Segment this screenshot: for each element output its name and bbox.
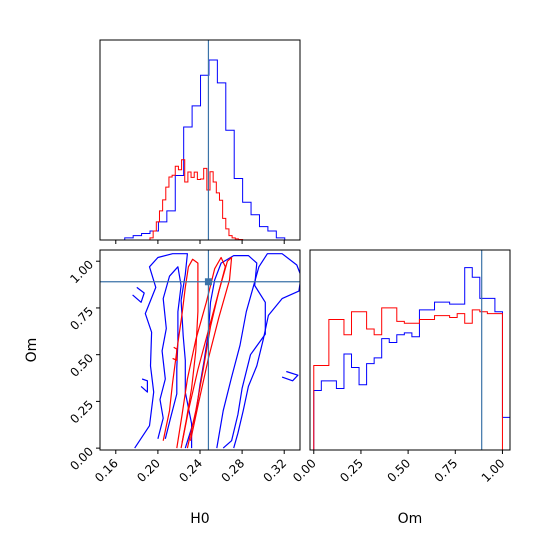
- contour-blue-5: [140, 378, 148, 393]
- contour-blue-6: [281, 370, 299, 382]
- x-axis-label-om: Om: [398, 511, 423, 527]
- contour-red-9: [180, 256, 233, 449]
- joint-truth-marker: [204, 278, 212, 286]
- h0-xtick-label: 0.16: [92, 456, 121, 485]
- contour-blue-0: [134, 253, 193, 449]
- om-histogram-frame: [309, 249, 511, 451]
- om-xtick-label: 0.50: [384, 456, 413, 485]
- joint-frame: [99, 249, 301, 451]
- h0-histogram-blue: [124, 59, 286, 240]
- om-xtick-label: 0.00: [290, 456, 319, 485]
- om-xtick-label: 0.25: [337, 456, 366, 485]
- x-axis-label-h0: H0: [190, 511, 209, 527]
- om-ytick-label: 1.00: [67, 257, 96, 286]
- contour-red-8: [176, 256, 226, 449]
- h0-xtick-label: 0.28: [218, 456, 247, 485]
- contour-blue-2: [216, 253, 300, 449]
- om-histogram-panel: 0.00 0.25 0.50 0.75 1.00: [290, 249, 511, 485]
- y-axis-label-om: Om: [24, 338, 40, 363]
- contour-red-7: [162, 258, 199, 443]
- joint-contours: [132, 253, 300, 449]
- h0-histogram-red: [149, 159, 244, 240]
- h0-histogram-panel: [99, 39, 301, 244]
- contour-red-10: [172, 346, 178, 361]
- om-xtick-label: 1.00: [479, 456, 508, 485]
- h0-histogram-frame: [99, 39, 301, 241]
- contour-blue-3: [157, 266, 182, 439]
- contour-blue-4: [132, 286, 145, 303]
- h0-xtick-label: 0.32: [261, 456, 290, 485]
- om-ytick-label: 0.50: [67, 351, 96, 380]
- joint-contour-panel: 0.16 0.20 0.24 0.28 0.32 0.00 0.25 0.50 0.75 1.00: [67, 249, 301, 485]
- om-xtick-label: 0.75: [432, 456, 461, 485]
- om-ytick-label: 0.25: [67, 398, 96, 427]
- om-ytick-label: 0.75: [67, 304, 96, 333]
- om-histogram-blue: [313, 267, 511, 450]
- om-histogram-red: [313, 307, 510, 451]
- h0-xtick-label: 0.24: [176, 456, 205, 485]
- om-ytick-label: 0.00: [67, 444, 96, 473]
- h0-xtick-label: 0.20: [134, 456, 163, 485]
